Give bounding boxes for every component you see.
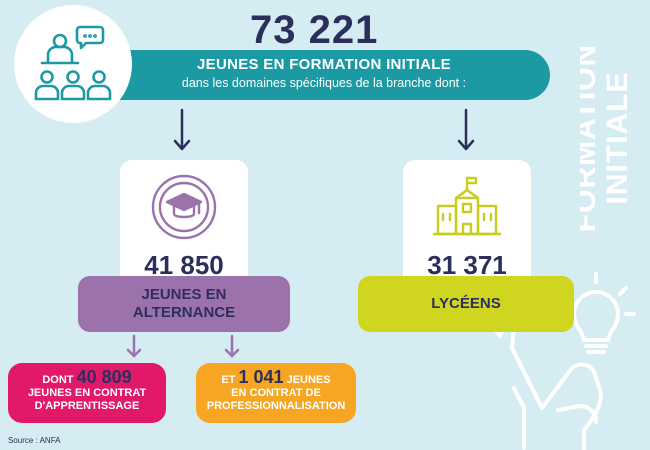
professionnalisation-suffix: JEUNES <box>286 374 331 386</box>
lycees-count: 31 371 <box>427 250 507 280</box>
alternance-label-line2: ALTERNANCE <box>132 304 236 321</box>
professionnalisation-line2: EN CONTRAT DE <box>231 387 321 399</box>
classroom-icon-circle <box>14 5 132 123</box>
apprentissage-line3: D'APPRENTISSAGE <box>34 400 140 412</box>
school-building-icon <box>432 176 502 236</box>
apprentissage-box: DONT 40 809 JEUNES EN CONTRAT D'APPRENTI… <box>8 363 166 423</box>
side-title-line2: INITIALE <box>601 72 634 205</box>
apprentissage-count: 40 809 <box>76 367 132 387</box>
banner: JEUNES EN FORMATION INITIALE dans les do… <box>98 50 550 100</box>
alternance-count: 41 850 <box>144 250 224 280</box>
lycees-label-box: LYCÉENS <box>358 276 574 332</box>
banner-subtitle: dans les domaines spécifiques de la bran… <box>181 76 467 90</box>
alternance-label-box: JEUNES EN ALTERNANCE <box>78 276 290 332</box>
professionnalisation-line3: PROFESSIONNALISATION <box>206 400 346 412</box>
side-title: FORMATION INITIALE <box>580 44 634 232</box>
arrow-down-icon <box>457 108 475 151</box>
apprentissage-line2: JEUNES EN CONTRAT <box>27 387 147 399</box>
alternance-label-line1: JEUNES EN <box>141 286 227 303</box>
apprentissage-prefix: DONT <box>42 374 74 386</box>
source-note: Source : ANFA <box>8 436 61 445</box>
classroom-icon <box>34 25 112 101</box>
professionnalisation-box: ET 1 041 JEUNES EN CONTRAT DE PROFESSION… <box>196 363 356 423</box>
side-title-line1: FORMATION <box>580 44 602 232</box>
arrow-down-icon <box>173 108 191 151</box>
total-count: 73 221 <box>250 8 379 52</box>
banner-title: JEUNES EN FORMATION INITIALE <box>197 56 451 73</box>
arrow-down-icon <box>224 334 240 358</box>
graduation-cap-icon <box>151 174 217 240</box>
professionnalisation-count: 1 041 <box>238 367 284 387</box>
professionnalisation-prefix: ET <box>221 374 236 386</box>
arrow-down-icon <box>126 334 142 358</box>
